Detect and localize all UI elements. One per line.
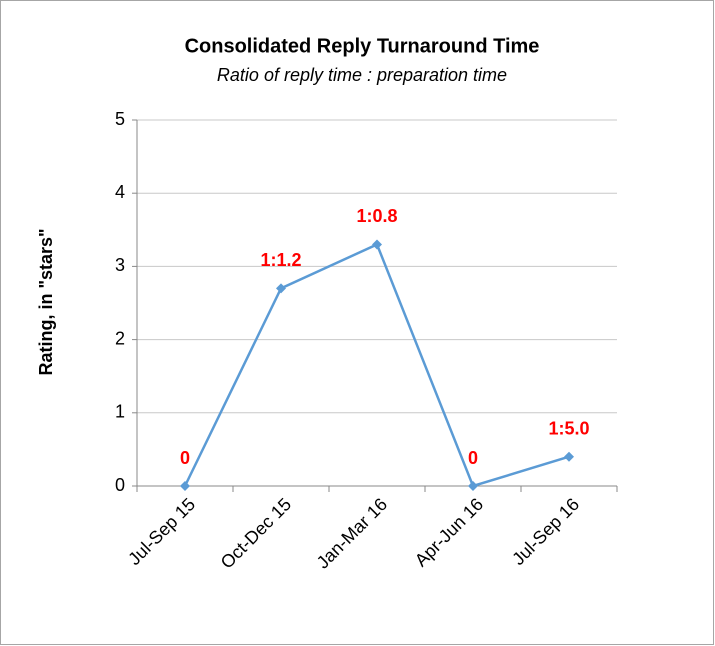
y-tick-label: 5 [115,109,125,129]
data-point [468,481,478,491]
data-point [372,239,382,250]
y-axis-label: Rating, in "stars" [36,228,56,375]
y-tick-label: 3 [115,255,125,275]
annotation: 0 [468,448,478,468]
data-point [180,481,190,491]
data-point [564,451,574,462]
annotation: 1:5.0 [548,418,589,438]
annotation: 1:1.2 [260,250,301,270]
data-point [276,283,286,294]
y-tick-label: 4 [115,182,125,202]
chart-title: Consolidated Reply Turnaround Time [185,35,540,57]
annotation: 1:0.8 [356,206,397,226]
chart-subtitle: Ratio of reply time : preparation time [217,65,507,85]
y-tick-label: 0 [115,475,125,495]
annotation: 0 [180,448,190,468]
y-tick-label: 1 [115,402,125,422]
y-tick-label: 2 [115,328,125,348]
